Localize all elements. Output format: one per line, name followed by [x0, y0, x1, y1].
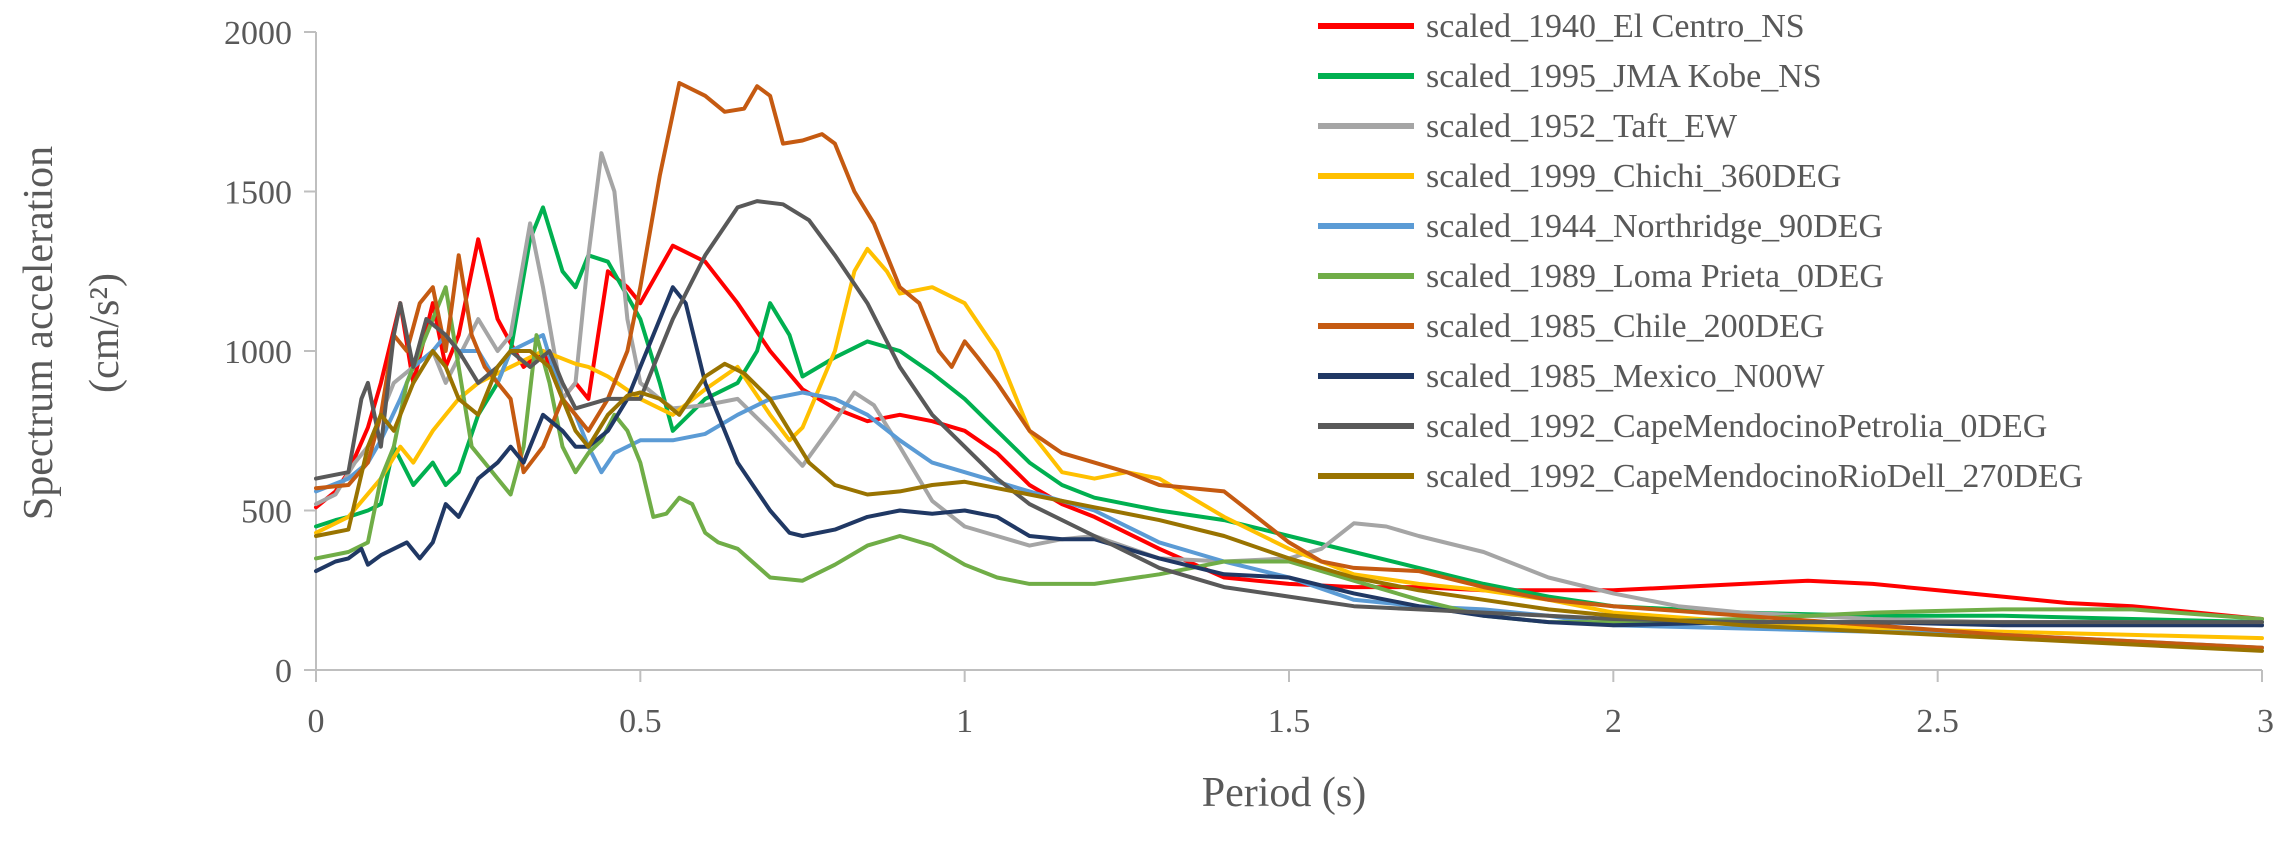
series-line-scaled-1940-el-centro-ns — [314, 237, 2264, 621]
axis-ticks: 0 500 1000 1500 2000 0 0.5 1 1.5 2 2.5 3 — [224, 15, 2274, 740]
y-tick-label: 1500 — [224, 175, 292, 212]
legend-label: scaled_1944_Northridge_90DEG — [1426, 208, 1883, 245]
series-line-scaled-1992-capemendocinopetrolia-0deg — [314, 199, 2264, 625]
legend-label: scaled_1999_Chichi_360DEG — [1426, 158, 1842, 195]
y-tick-label: 1000 — [224, 334, 292, 371]
x-tick-label: 2.5 — [1916, 703, 1959, 740]
x-tick-label: 0 — [308, 703, 325, 740]
legend: scaled_1940_El Centro_NS scaled_1995_JMA … — [1318, 8, 2083, 495]
y-axis-title-line-1: Spectrum acceleration — [16, 146, 62, 520]
legend-label: scaled_1992_CapeMendocinoPetrolia_0DEG — [1426, 408, 2047, 445]
legend-label: scaled_1952_Taft_EW — [1426, 108, 1738, 145]
series-line-scaled-1989-loma-prieta-0deg — [314, 285, 2264, 625]
series-line-scaled-1952-taft-ew — [314, 151, 2264, 628]
series-line-scaled-1999-chichi-360deg — [314, 246, 2264, 641]
x-axis-title: Period (s) — [1202, 770, 1366, 816]
legend-label: scaled_1985_Mexico_N00W — [1426, 358, 1825, 395]
legend-label: scaled_1992_CapeMendocinoRioDell_270DEG — [1426, 458, 2083, 495]
series-line-scaled-1992-capemendocinoriodell-270deg — [314, 349, 2264, 653]
y-axis-title-line-2: (cm/s²) — [82, 273, 128, 393]
x-tick-label: 0.5 — [619, 703, 662, 740]
legend-label: scaled_1985_Chile_200DEG — [1426, 308, 1825, 345]
y-tick-label: 500 — [241, 494, 292, 531]
series-lines — [314, 81, 2264, 653]
legend-label: scaled_1940_El Centro_NS — [1426, 8, 1805, 45]
x-tick-label: 3 — [2257, 703, 2274, 740]
y-tick-label: 0 — [275, 653, 292, 690]
x-tick-label: 1.5 — [1268, 703, 1311, 740]
series-line-scaled-1995-jma-kobe-ns — [314, 205, 2264, 625]
series-line-scaled-1985-mexico-n00w — [314, 285, 2264, 628]
x-tick-label: 1 — [956, 703, 973, 740]
y-tick-label: 2000 — [224, 15, 292, 52]
legend-label: scaled_1995_JMA Kobe_NS — [1426, 58, 1822, 95]
x-tick-label: 2 — [1605, 703, 1622, 740]
legend-label: scaled_1989_Loma Prieta_0DEG — [1426, 258, 1884, 295]
series-line-scaled-1985-chile-200deg — [314, 81, 2264, 650]
